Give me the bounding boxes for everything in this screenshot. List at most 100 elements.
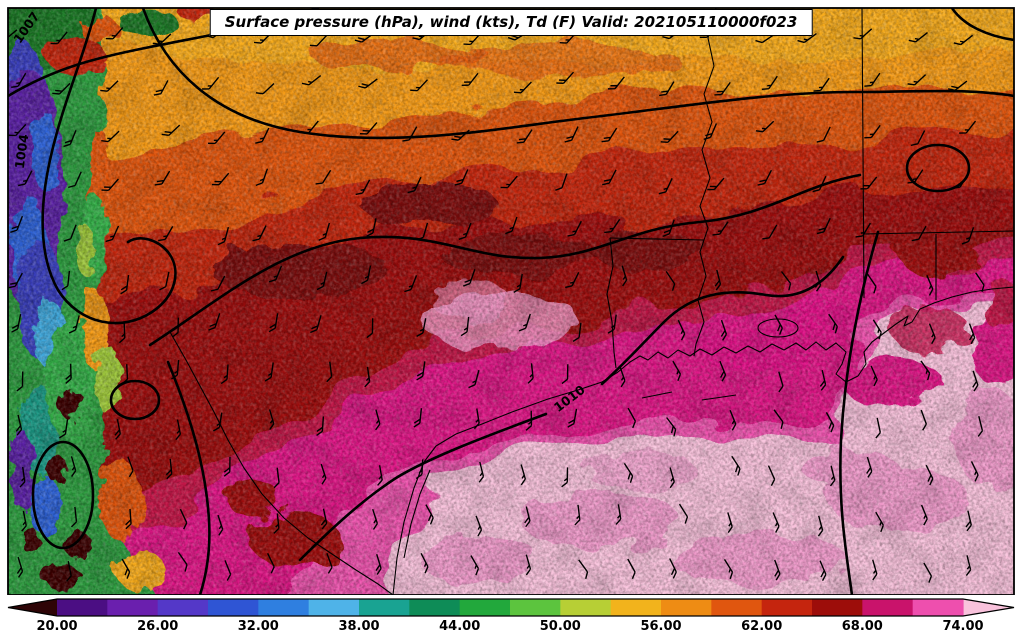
- wind-barb: [61, 270, 71, 291]
- colorbar-segment: [560, 599, 612, 616]
- wind-barb: [364, 366, 371, 388]
- wind-barb: [908, 32, 928, 43]
- wind-barb: [19, 466, 26, 488]
- wind-barb: [63, 224, 77, 242]
- wind-barb: [301, 75, 322, 86]
- wind-barb: [601, 127, 618, 143]
- wind-barb: [175, 419, 182, 441]
- td-blob: [440, 44, 680, 76]
- wind-barb: [828, 313, 838, 334]
- wind-barb: [161, 124, 181, 137]
- wind-barb: [415, 459, 424, 480]
- wind-barb: [707, 177, 725, 191]
- terrain-blob: [47, 457, 69, 483]
- colorbar-tick-label: 38.00: [338, 619, 379, 633]
- wind-barb: [202, 76, 220, 90]
- wind-barb: [154, 170, 171, 186]
- td-blob: [520, 492, 680, 548]
- wind-barb: [255, 127, 270, 144]
- wind-barb: [68, 171, 82, 189]
- wind-barb: [11, 313, 22, 333]
- isobar-closed-loop-ne: [905, 143, 971, 193]
- wind-barb: [320, 508, 328, 530]
- wind-barb: [961, 227, 975, 245]
- isobar-right-descending: [839, 230, 880, 595]
- wind-barb: [326, 361, 333, 383]
- wind-barb: [255, 82, 275, 95]
- wind-barb: [853, 28, 873, 40]
- colorbar-tick-label: 26.00: [137, 619, 178, 633]
- wind-barb: [268, 409, 275, 431]
- colorbar-segment: [862, 599, 914, 616]
- wind-barb: [326, 552, 333, 574]
- wind-barb: [410, 79, 429, 92]
- wind-barb: [773, 409, 784, 429]
- wind-barb: [965, 555, 972, 576]
- wind-barb: [11, 72, 27, 89]
- wind-barb: [615, 504, 622, 525]
- wind-barb: [21, 510, 27, 532]
- wind-barb: [911, 225, 927, 242]
- wind-barb: [463, 269, 476, 287]
- colorbar-segment: [510, 599, 561, 616]
- wind-barb: [604, 218, 621, 234]
- wind-barb: [211, 172, 230, 186]
- wind-barb: [527, 363, 534, 384]
- wind-barb: [15, 414, 23, 436]
- wind-barb: [658, 178, 673, 195]
- wind-barb: [666, 417, 677, 437]
- wind-barb: [377, 465, 383, 486]
- wind-barb: [65, 363, 72, 384]
- map-canvas: 1007 1004 1010: [7, 7, 1015, 595]
- wind-barb: [404, 275, 418, 293]
- wind-barb: [177, 551, 188, 572]
- terrain-blob: [115, 550, 165, 590]
- terrain-blob: [31, 110, 59, 190]
- wind-barb: [780, 271, 792, 291]
- wind-barb: [816, 217, 831, 235]
- wind-barb: [767, 465, 776, 486]
- wind-barb: [70, 456, 77, 477]
- wind-barb: [774, 559, 781, 581]
- wind-barb: [729, 409, 737, 431]
- colorbar-outline: [7, 598, 1015, 617]
- isobar-1004: [41, 8, 177, 325]
- wind-barb: [619, 366, 626, 388]
- colorbar-tick-label: 56.00: [640, 619, 681, 633]
- wind-barb: [105, 27, 124, 40]
- wind-barb: [223, 456, 231, 477]
- wind-barb: [925, 464, 934, 486]
- wind-barb: [17, 170, 33, 187]
- wind-barb: [266, 552, 275, 574]
- wind-barb: [829, 465, 836, 487]
- td-blob: [360, 187, 500, 223]
- colorbar: 20.00 26.00 32.00 38.00 44.00 50.00 56.00 62.00…: [7, 598, 1015, 633]
- td-blob: [590, 232, 710, 268]
- wind-barb: [556, 71, 575, 85]
- wind-barb: [774, 314, 783, 335]
- wind-barb: [366, 318, 374, 339]
- wind-barb: [953, 34, 974, 46]
- wind-barb: [70, 506, 78, 528]
- wind-barb: [316, 271, 328, 291]
- wind-barb: [16, 556, 24, 578]
- wind-barb: [458, 222, 472, 240]
- texas-louisiana-border: [606, 237, 617, 369]
- colorbar-segment: [208, 599, 259, 616]
- wind-barb: [959, 120, 977, 134]
- louisiana-islands: [641, 391, 737, 401]
- wind-barb: [454, 169, 469, 186]
- wind-barb: [318, 222, 331, 241]
- wind-barb: [669, 467, 675, 489]
- colorbar-tick-label: 50.00: [540, 619, 581, 633]
- wind-barb: [105, 225, 120, 243]
- wind-barb: [920, 504, 928, 526]
- mississippi-river: [693, 8, 717, 357]
- colorbar-tick-label: 74.00: [942, 619, 983, 633]
- isobar-bottom-left-diagonal: [166, 360, 211, 595]
- wind-barb: [755, 120, 775, 133]
- wind-barb: [757, 169, 773, 186]
- wind-barb: [372, 508, 379, 530]
- terrain-blob: [20, 528, 40, 552]
